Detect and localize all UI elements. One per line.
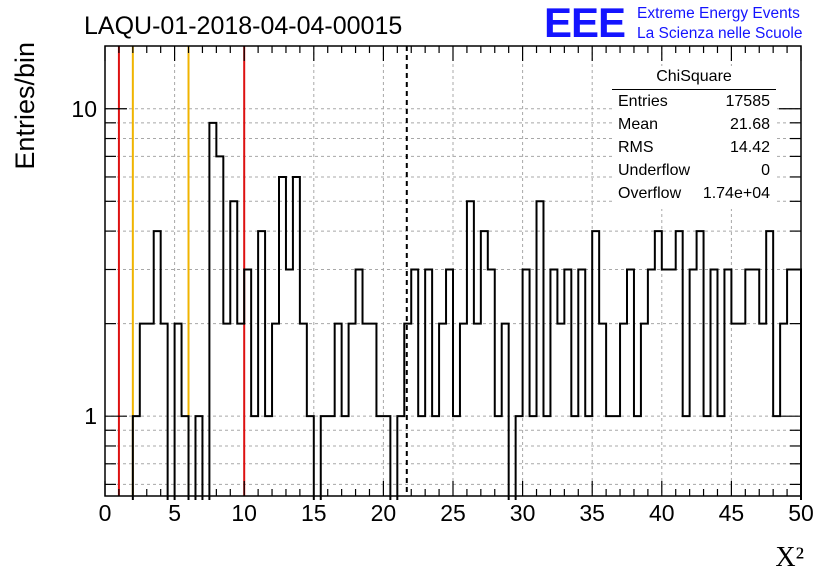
x-tick-label: 40 xyxy=(649,500,675,526)
stats-row-underflow: Underflow 0 xyxy=(618,162,770,184)
tick-labels: 0 5 10 15 20 25 30 35 40 45 50 1 10 xyxy=(71,96,813,526)
eee-logo: EEE Extreme Energy Events La Scienza nel… xyxy=(544,2,834,44)
stats-title: ChiSquare xyxy=(656,68,732,85)
stats-value: 17585 xyxy=(725,93,771,110)
stats-key: Entries xyxy=(618,93,668,110)
y-axis-label: Entries/bin xyxy=(10,42,40,170)
stats-divider xyxy=(612,89,776,90)
x-tick-label: 0 xyxy=(99,500,112,526)
x-tick-label: 35 xyxy=(579,500,605,526)
y-tick-label: 1 xyxy=(84,403,97,429)
x-axis-label: X² xyxy=(775,542,804,572)
stats-value: 1.74e+04 xyxy=(702,185,770,202)
chart-title: LAQU-01-2018-04-04-00015 xyxy=(84,12,402,40)
axes xyxy=(104,45,802,497)
stats-value: 14.42 xyxy=(729,139,770,156)
x-tick-label: 25 xyxy=(440,500,466,526)
stats-row-entries: Entries 17585 xyxy=(618,93,770,115)
stats-value: 21.68 xyxy=(729,116,770,133)
marker-lines xyxy=(117,46,408,496)
x-tick-label: 10 xyxy=(231,500,257,526)
y-tick-label: 10 xyxy=(71,96,97,122)
stats-key: RMS xyxy=(618,139,654,156)
x-tick-label: 30 xyxy=(510,500,536,526)
logo-mark: EEE xyxy=(544,0,626,46)
stats-key: Underflow xyxy=(618,162,691,179)
stats-row-mean: Mean 21.68 xyxy=(618,116,770,138)
x-tick-label: 15 xyxy=(301,500,327,526)
x-tick-label: 50 xyxy=(788,500,814,526)
x-tick-label: 20 xyxy=(371,500,397,526)
stats-key: Overflow xyxy=(618,185,682,202)
logo-line-1: Extreme Energy Events xyxy=(637,5,800,22)
logo-line-2: La Scienza nelle Scuole xyxy=(637,25,803,42)
x-tick-label: 45 xyxy=(719,500,745,526)
stats-row-rms: RMS 14.42 xyxy=(618,139,770,161)
histogram-series xyxy=(131,121,802,500)
histogram-bars xyxy=(131,121,802,500)
stats-box: ChiSquare Entries 17585 Mean 21.68 RMS 1… xyxy=(612,66,776,209)
stats-key: Mean xyxy=(618,116,659,133)
x-tick-label: 5 xyxy=(168,500,181,526)
stats-row-overflow: Overflow 1.74e+04 xyxy=(618,185,770,207)
stats-value: 0 xyxy=(761,162,770,179)
